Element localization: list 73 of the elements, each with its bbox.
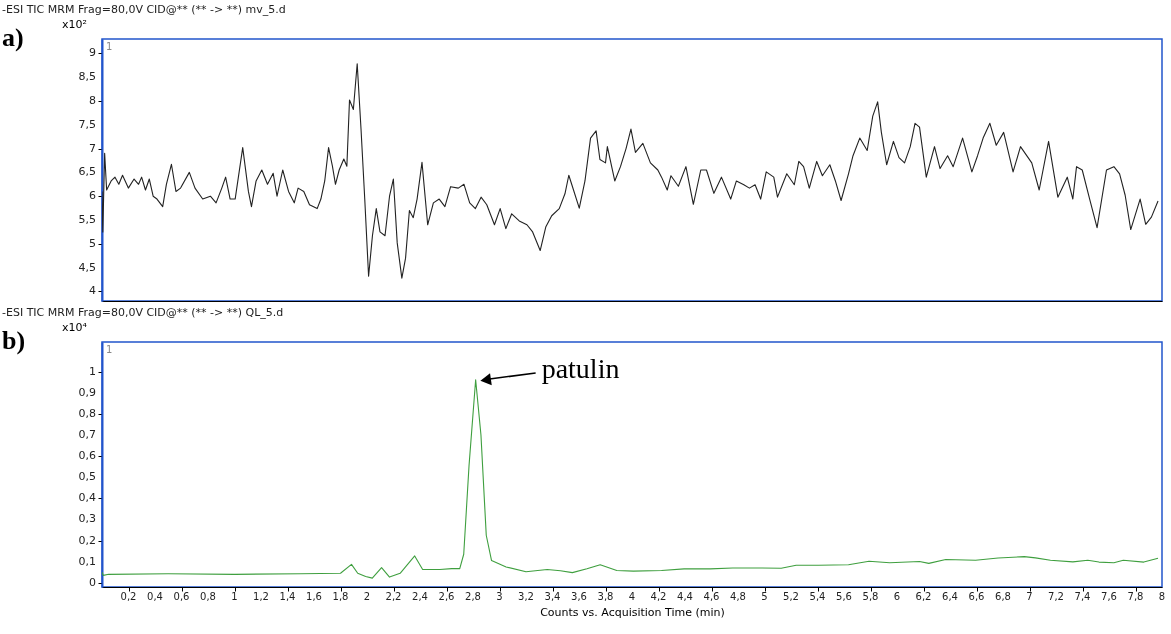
- y-axis-title: x10²: [62, 17, 87, 31]
- x-tick-label: 1,8: [332, 591, 349, 602]
- x-tick-label: 4,4: [677, 591, 693, 602]
- y-tick-label: 8,5: [78, 70, 96, 84]
- y-tick-label: 7,5: [78, 117, 96, 131]
- y-tick-label: 6,5: [78, 165, 96, 179]
- x-tick-label: 0,4: [147, 591, 163, 602]
- x-tick-label: 5: [761, 591, 768, 602]
- x-tick-label: 0,8: [200, 591, 216, 602]
- x-tick-label: 1: [231, 591, 238, 602]
- x-tick-label: 2: [363, 591, 371, 602]
- y-tick-label: 5: [89, 236, 96, 250]
- annotation: patulin: [541, 353, 620, 385]
- chart-title: -ESI TIC MRM Frag=80,0V CID@** (** -> **) mv_5.d: [2, 3, 286, 16]
- x-tick-label: 6,4: [942, 591, 958, 602]
- y-tick-label: 0,5: [78, 470, 96, 484]
- x-tick-label: 5,4: [809, 591, 826, 602]
- chart-title: -ESI TIC MRM Frag=80,0V CID@** (** -> **) QL_5.d: [2, 306, 284, 319]
- x-tick-label: 1,4: [279, 591, 296, 602]
- x-tick-label: 3,4: [544, 591, 561, 602]
- x-tick-label: 8: [1158, 591, 1166, 602]
- y-tick-label: 0,6: [78, 449, 96, 463]
- x-tick-label: 7,6: [1101, 591, 1117, 602]
- line-series: [102, 63, 1159, 279]
- x-tick-label: 4,6: [703, 591, 720, 602]
- y-tick-label: 0,1: [78, 554, 96, 568]
- x-tick-label: 6,8: [995, 591, 1011, 602]
- y-tick-label: 5,5: [78, 213, 96, 227]
- y-tick-label: 0,4: [78, 491, 96, 505]
- x-tick-label: 5,6: [836, 591, 852, 602]
- y-tick-label: 0,8: [78, 406, 96, 420]
- y-tick-label: 0,9: [78, 385, 96, 399]
- x-tick-label: 3: [496, 591, 503, 602]
- x-tick-label: 0,2: [120, 591, 137, 602]
- x-tick-label: 6,6: [968, 591, 985, 602]
- text: a): [2, 23, 24, 52]
- text: b): [2, 326, 26, 355]
- x-tick-label: 2,4: [412, 591, 428, 602]
- y-tick-label: 1: [89, 364, 96, 378]
- x-tick-label: 4: [628, 591, 636, 602]
- annotation: 1: [106, 344, 113, 355]
- annotation: 1: [106, 41, 113, 52]
- x-tick-label: 3,8: [597, 591, 614, 602]
- x-tick-label: 2,8: [465, 591, 481, 602]
- x-tick-label: 2,6: [438, 591, 455, 602]
- x-tick-label: 6,2: [915, 591, 932, 602]
- x-tick-label: 6: [893, 591, 901, 602]
- y-tick-label: 0,7: [78, 427, 96, 441]
- y-tick-label: 8: [89, 93, 96, 107]
- y-tick-label: 0: [89, 575, 96, 589]
- x-tick-label: 5,8: [862, 591, 879, 602]
- x-tick-label: 1,6: [306, 591, 322, 602]
- x-tick-label: 7,2: [1048, 591, 1064, 602]
- y-tick-label: 6: [89, 189, 96, 203]
- x-tick-label: 4,8: [730, 591, 746, 602]
- x-tick-label: 2,2: [385, 591, 402, 602]
- y-tick-label: 7: [89, 141, 96, 155]
- x-tick-label: 3,2: [518, 591, 534, 602]
- y-axis-title: x10⁴: [62, 320, 88, 334]
- x-tick-label: 7,8: [1127, 591, 1144, 602]
- x-tick-label: 5,2: [783, 591, 799, 602]
- y-tick-label: 0,2: [78, 533, 96, 547]
- x-tick-label: 4,2: [650, 591, 667, 602]
- y-tick-label: 4,5: [78, 260, 96, 274]
- y-tick-label: 0,3: [78, 512, 96, 526]
- x-tick-label: 7: [1026, 591, 1033, 602]
- y-tick-label: 9: [89, 46, 96, 60]
- x-axis-title: Counts vs. Acquisition Time (min): [540, 606, 725, 619]
- y-tick-label: 4: [89, 284, 96, 298]
- x-tick-label: 1,2: [253, 591, 269, 602]
- x-tick-label: 0,6: [173, 591, 190, 602]
- x-tick-label: 3,6: [571, 591, 587, 602]
- x-tick-label: 7,4: [1074, 591, 1091, 602]
